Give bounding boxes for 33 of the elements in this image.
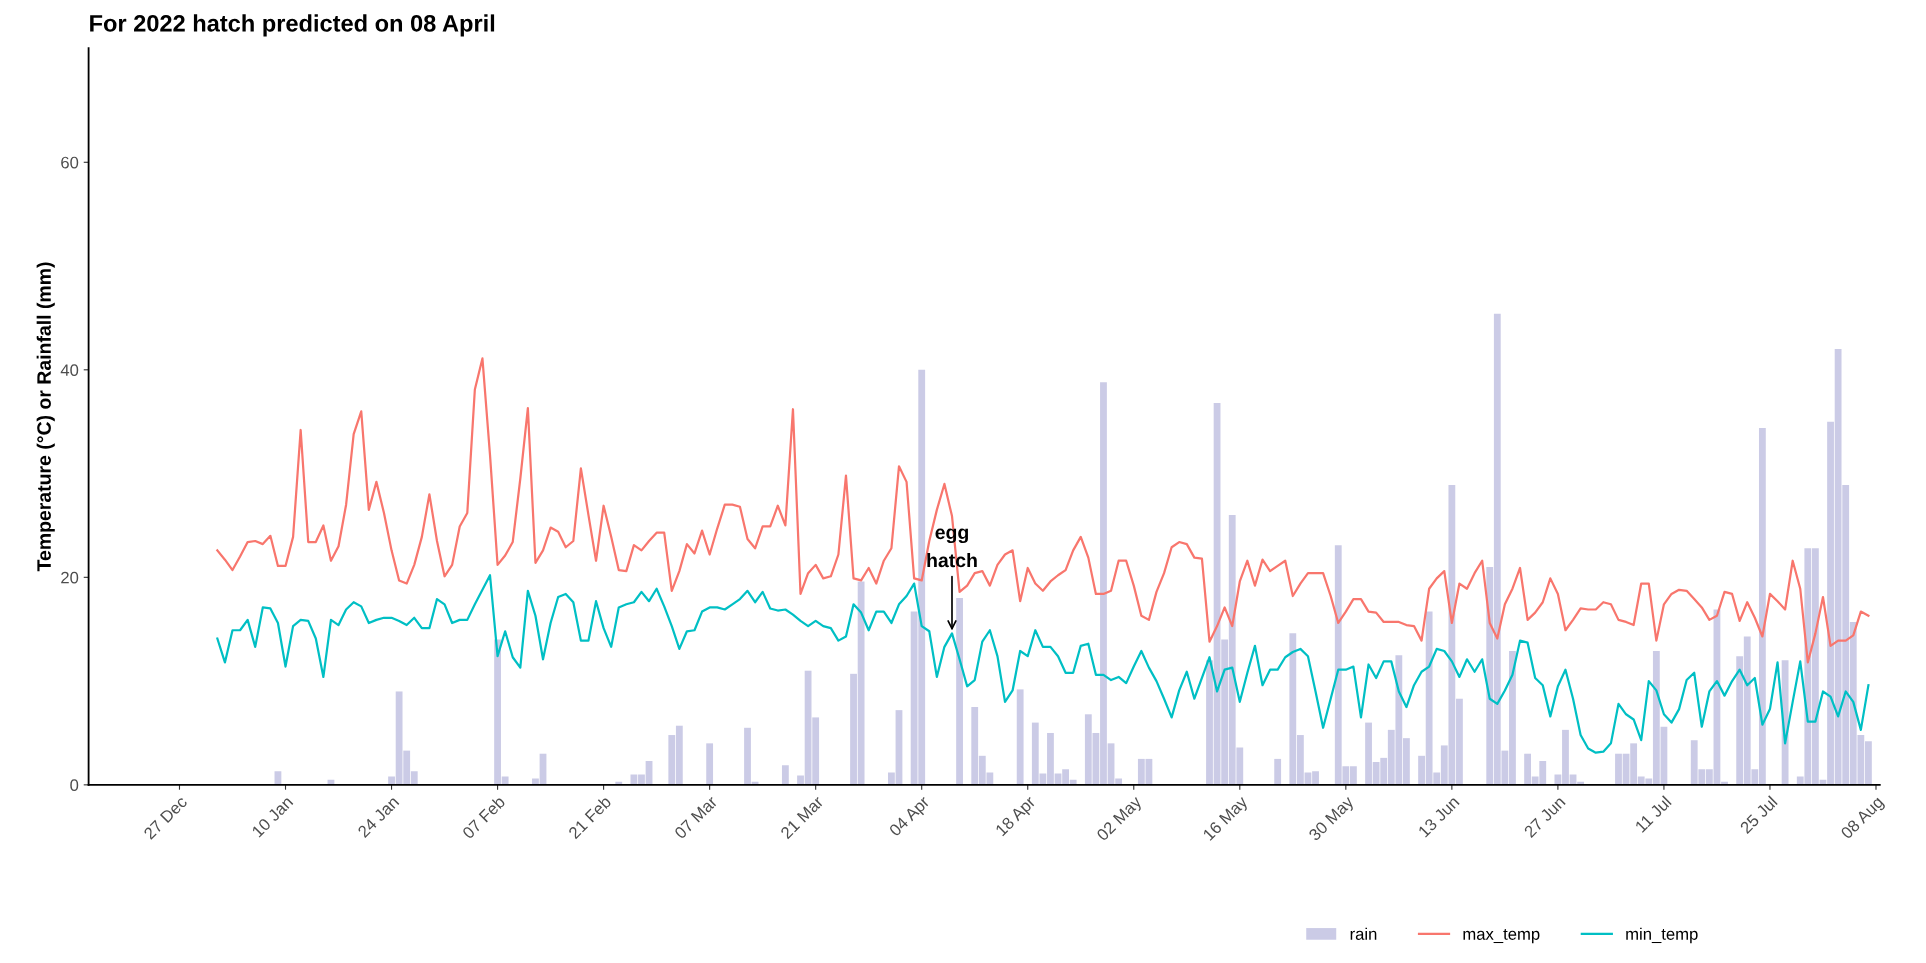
line-series [216,574,1870,754]
x-tick-label: 07 Mar [673,795,719,840]
y-axis-title: Temperature (°C) or Rainfall (mm) [36,262,55,572]
x-tick-label: 16 May [1202,794,1251,844]
chart-title: For 2022 hatch predicted on 08 April [90,14,495,37]
x-tick-label: 11 Jul [1634,795,1672,833]
x-tick-label: 18 Apr [994,795,1039,839]
x-tick-label: 21 Mar [779,795,825,840]
x-tick-label: 04 Apr [888,795,933,840]
bar [1274,758,1282,785]
legend-label: max_temp [1463,928,1540,944]
line-series [216,357,1870,664]
x-tick-label: 07 Feb [461,795,506,840]
bar [781,765,789,785]
x-tick-label: 13 Jun [1417,795,1460,838]
y-tick-label: 20 [61,571,79,584]
x-tick-label: 27 Jun [1523,795,1566,839]
bar [956,598,963,785]
x-tick-label: 25 Jul [1739,795,1778,835]
x-tick-label: 02 May [1095,794,1145,844]
x-tick-label: 21 Feb [567,795,612,840]
legend-label: rain [1350,927,1377,940]
y-tick-label: 40 [60,364,79,377]
y-tick-label: 60 [61,156,79,169]
bar [1016,689,1024,785]
x-tick-label: 30 May [1307,794,1357,844]
x-tick-label: 27 Dec [143,795,188,840]
bar [706,743,714,785]
x-tick-label: 10 Jan [251,795,294,838]
legend-label: min_temp [1626,927,1698,944]
x-tick-label: 24 Jan [357,795,400,839]
y-tick-label: 0 [70,779,79,792]
x-tick-label: 08 Aug [1840,795,1887,842]
